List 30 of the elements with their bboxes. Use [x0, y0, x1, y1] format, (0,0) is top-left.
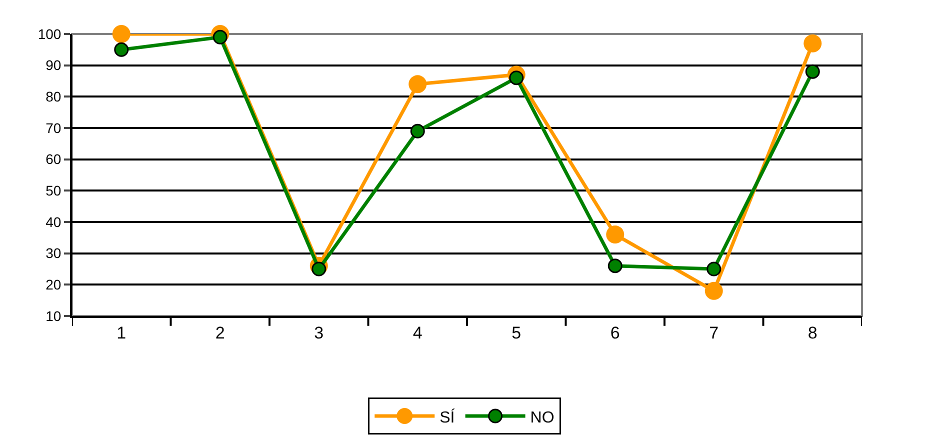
- x-tick-label: 6: [610, 323, 620, 342]
- y-tick-label: 20: [46, 276, 62, 293]
- x-tick-label: 5: [512, 323, 522, 342]
- y-tick-label: 30: [46, 245, 62, 262]
- y-tick-label: 10: [46, 308, 62, 324]
- x-tick-label: 3: [314, 323, 324, 342]
- y-tick-label: 40: [46, 214, 62, 230]
- y-tick-label: 70: [46, 120, 62, 136]
- legend-label: SÍ: [440, 408, 456, 426]
- x-tick-label: 8: [808, 323, 818, 342]
- y-tick-label: 60: [46, 151, 62, 168]
- point: [112, 25, 130, 43]
- point: [114, 42, 129, 57]
- point: [408, 75, 427, 94]
- point: [804, 34, 822, 52]
- x-tick-label: 7: [709, 323, 719, 342]
- point: [706, 262, 722, 276]
- x-tick-label: 2: [215, 323, 225, 342]
- point: [608, 258, 622, 274]
- x-tick-label: 4: [412, 323, 422, 342]
- y-tick-label: 50: [46, 182, 62, 199]
- x-tick-label: 1: [116, 323, 126, 342]
- legend-label: NO: [530, 409, 554, 426]
- y-tick-label: 80: [46, 88, 62, 105]
- y-tick-label: 90: [46, 57, 62, 74]
- point: [606, 226, 624, 244]
- point: [410, 124, 425, 138]
- y-tick-label: 100: [38, 26, 62, 42]
- point: [704, 282, 723, 300]
- point: [805, 64, 820, 79]
